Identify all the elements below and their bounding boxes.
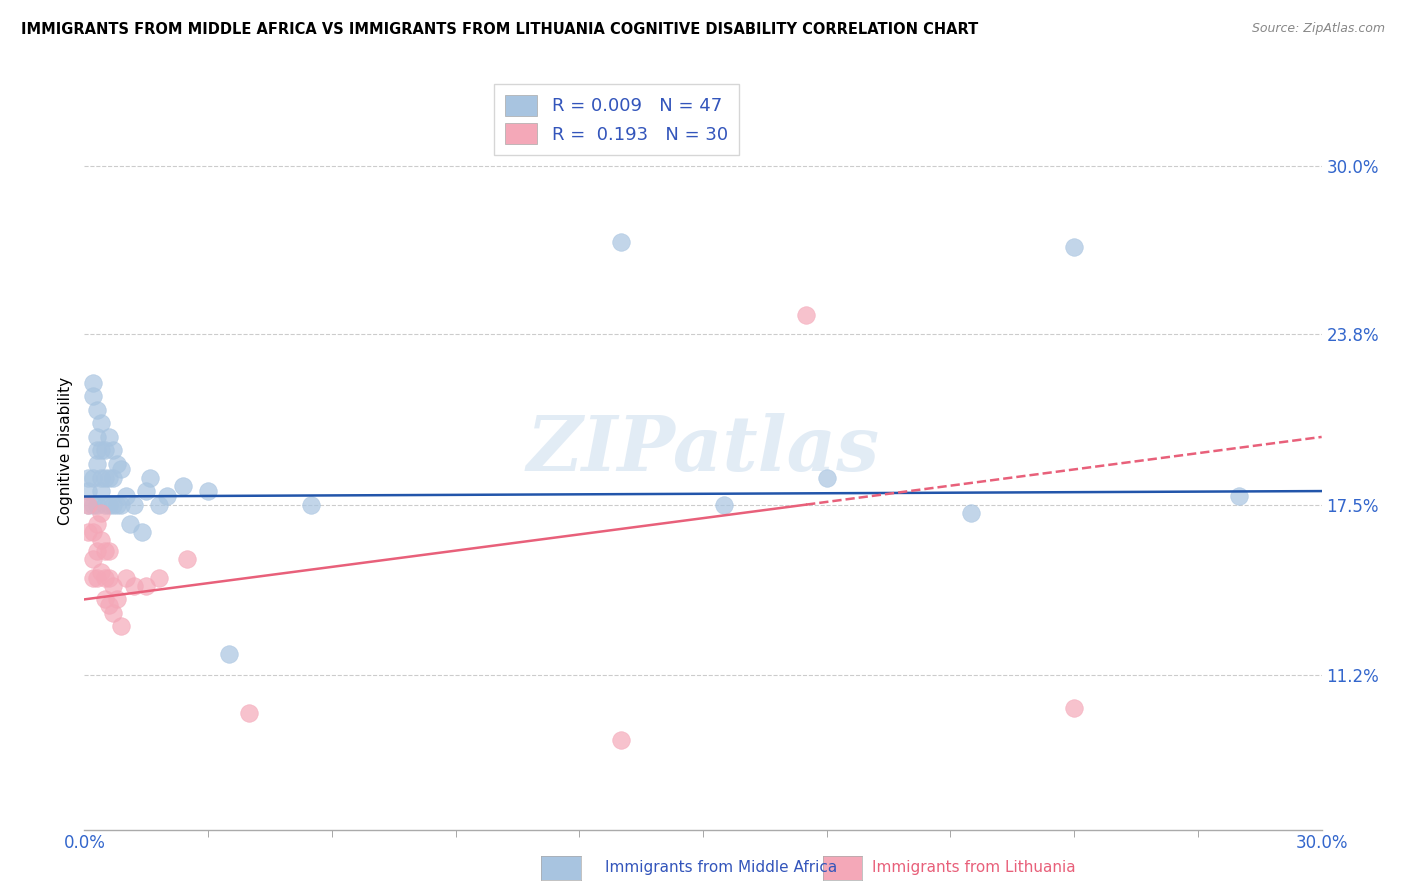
Point [94, 543, 117, 558]
Point [114, 571, 136, 585]
Point [77, 470, 100, 484]
Point [1063, 700, 1085, 714]
Point [131, 524, 153, 539]
Point [105, 457, 128, 471]
Point [118, 516, 141, 531]
Point [98, 571, 121, 585]
Point [90, 506, 112, 520]
Text: Immigrants from Lithuania: Immigrants from Lithuania [872, 860, 1076, 874]
Point [148, 498, 170, 512]
Point [176, 551, 198, 566]
Point [609, 235, 631, 249]
Point [90, 566, 112, 580]
Point [815, 470, 838, 484]
Point [105, 592, 128, 607]
Y-axis label: Cognitive Disability: Cognitive Disability [58, 376, 73, 524]
Point [90, 443, 112, 458]
Point [94, 498, 117, 512]
Point [103, 498, 125, 512]
Point [238, 706, 260, 720]
Point [82, 498, 104, 512]
Point [103, 443, 125, 458]
Point [105, 498, 128, 512]
Point [77, 524, 100, 539]
Point [77, 484, 100, 499]
Point [98, 470, 121, 484]
Point [77, 498, 100, 512]
Point [90, 533, 112, 547]
Point [122, 498, 145, 512]
Point [103, 470, 125, 484]
Point [86, 571, 108, 585]
Point [713, 498, 735, 512]
Point [156, 490, 179, 504]
Point [86, 402, 108, 417]
Point [197, 484, 219, 499]
Text: ZIPatlas: ZIPatlas [526, 414, 880, 487]
Point [94, 470, 117, 484]
Legend: R = 0.009   N = 47, R =  0.193   N = 30: R = 0.009 N = 47, R = 0.193 N = 30 [494, 84, 738, 155]
Point [794, 308, 817, 322]
Point [135, 484, 157, 499]
Point [110, 619, 132, 633]
Point [86, 430, 108, 444]
Point [139, 470, 162, 484]
Point [218, 647, 240, 661]
Point [82, 376, 104, 390]
Point [82, 524, 104, 539]
Text: IMMIGRANTS FROM MIDDLE AFRICA VS IMMIGRANTS FROM LITHUANIA COGNITIVE DISABILITY : IMMIGRANTS FROM MIDDLE AFRICA VS IMMIGRA… [21, 22, 979, 37]
Point [82, 571, 104, 585]
Point [94, 571, 117, 585]
Point [86, 443, 108, 458]
Point [90, 484, 112, 499]
Point [82, 389, 104, 403]
Point [110, 498, 132, 512]
Point [114, 490, 136, 504]
Point [960, 506, 983, 520]
Point [1227, 490, 1250, 504]
Point [90, 470, 112, 484]
Point [299, 498, 322, 512]
Point [86, 457, 108, 471]
Point [77, 498, 100, 512]
Point [90, 417, 112, 431]
Point [609, 733, 631, 747]
Point [86, 498, 108, 512]
Point [82, 470, 104, 484]
Point [110, 462, 132, 476]
Point [103, 579, 125, 593]
Point [82, 551, 104, 566]
Point [86, 516, 108, 531]
Point [103, 606, 125, 620]
Point [98, 598, 121, 612]
Point [94, 443, 117, 458]
Point [98, 543, 121, 558]
Point [172, 478, 194, 492]
Text: Source: ZipAtlas.com: Source: ZipAtlas.com [1251, 22, 1385, 36]
Point [98, 430, 121, 444]
Point [135, 579, 157, 593]
Text: Immigrants from Middle Africa: Immigrants from Middle Africa [605, 860, 837, 874]
Point [148, 571, 170, 585]
Point [1063, 240, 1085, 254]
Point [98, 498, 121, 512]
Point [122, 579, 145, 593]
Point [94, 592, 117, 607]
Point [86, 543, 108, 558]
